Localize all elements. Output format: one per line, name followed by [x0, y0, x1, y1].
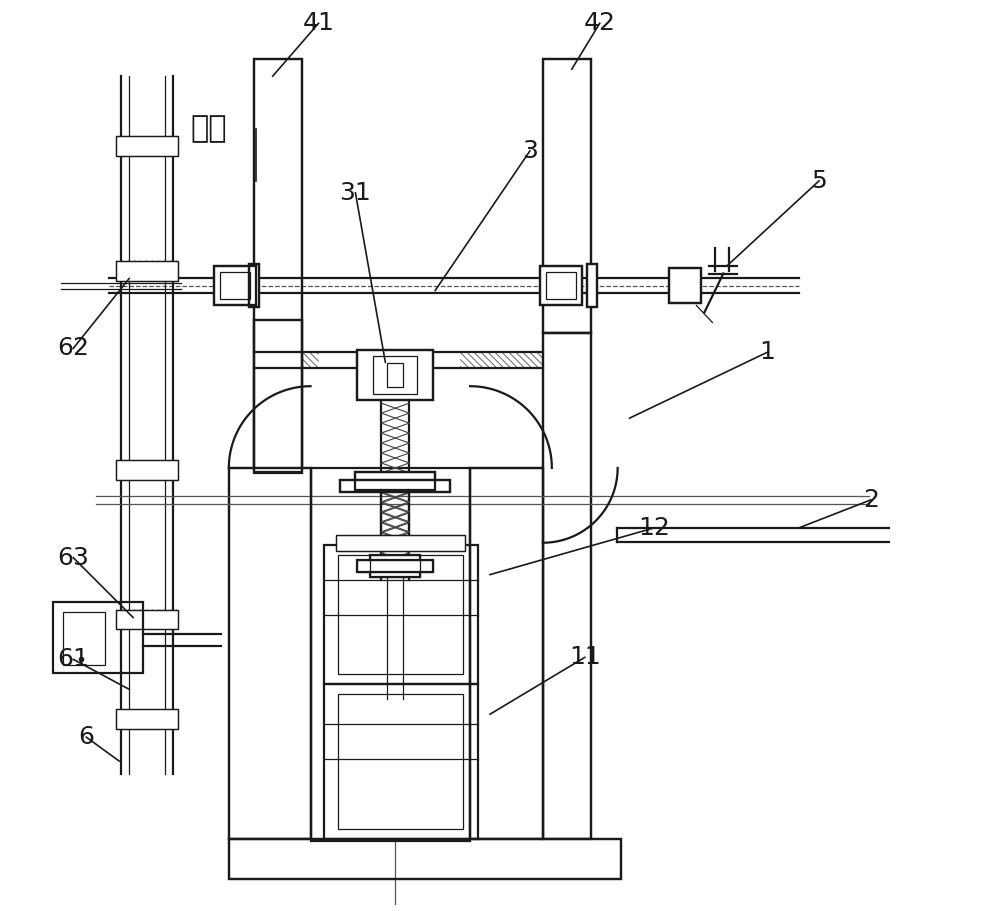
Bar	[357, 559, 433, 571]
Bar	[311, 468, 470, 841]
Bar	[214, 266, 256, 305]
Bar	[470, 468, 543, 839]
Bar	[357, 351, 433, 400]
Text: 5: 5	[811, 169, 827, 193]
Bar	[543, 59, 591, 333]
Bar	[116, 136, 178, 156]
Text: 31: 31	[340, 180, 371, 205]
Bar	[229, 839, 621, 879]
Bar	[387, 363, 403, 387]
Bar	[357, 351, 433, 400]
Bar	[470, 468, 543, 839]
Bar	[214, 266, 256, 305]
Bar	[63, 611, 105, 665]
Bar	[357, 559, 433, 571]
Text: 6: 6	[78, 725, 94, 749]
Bar	[540, 266, 582, 305]
Text: 63: 63	[57, 546, 89, 569]
Bar	[249, 263, 259, 307]
Bar	[53, 601, 143, 673]
Text: 3: 3	[522, 139, 538, 163]
Bar	[370, 555, 420, 577]
Bar	[543, 333, 591, 839]
Bar	[229, 468, 311, 839]
Bar	[116, 261, 178, 281]
Bar	[546, 271, 576, 300]
Bar	[229, 839, 621, 879]
Bar	[340, 480, 450, 492]
Text: 62: 62	[57, 336, 89, 361]
Bar	[587, 263, 597, 307]
Bar	[249, 263, 259, 307]
Bar	[373, 356, 417, 394]
Bar	[587, 263, 597, 307]
Bar	[340, 480, 450, 492]
Text: 12: 12	[639, 516, 670, 540]
Bar	[336, 535, 465, 551]
Bar	[324, 545, 478, 684]
Bar	[669, 268, 701, 303]
Bar	[116, 136, 178, 156]
Bar	[254, 321, 302, 472]
Bar	[543, 333, 591, 839]
Bar	[355, 472, 435, 490]
Text: 2: 2	[863, 488, 879, 512]
Bar	[336, 535, 465, 551]
Bar	[116, 460, 178, 480]
Bar	[116, 710, 178, 729]
Text: 42: 42	[584, 11, 616, 36]
Bar	[220, 271, 250, 300]
Bar	[669, 268, 701, 303]
Bar	[116, 609, 178, 630]
Text: 轴承: 轴承	[191, 115, 227, 144]
Bar	[355, 472, 435, 490]
Bar	[540, 266, 582, 305]
Bar	[370, 555, 420, 577]
Bar	[116, 710, 178, 729]
Bar	[311, 468, 470, 841]
Bar	[254, 59, 302, 473]
Text: 61: 61	[57, 648, 89, 671]
Bar	[338, 694, 463, 829]
Bar	[254, 59, 302, 473]
Bar	[254, 321, 302, 472]
Bar	[229, 468, 311, 839]
Bar	[116, 261, 178, 281]
Text: 41: 41	[303, 11, 334, 36]
Text: 11: 11	[569, 645, 601, 670]
Text: 1: 1	[759, 341, 775, 364]
Bar	[116, 460, 178, 480]
Bar	[543, 59, 591, 333]
Bar	[116, 609, 178, 630]
Bar	[338, 555, 463, 674]
Bar	[324, 684, 478, 839]
